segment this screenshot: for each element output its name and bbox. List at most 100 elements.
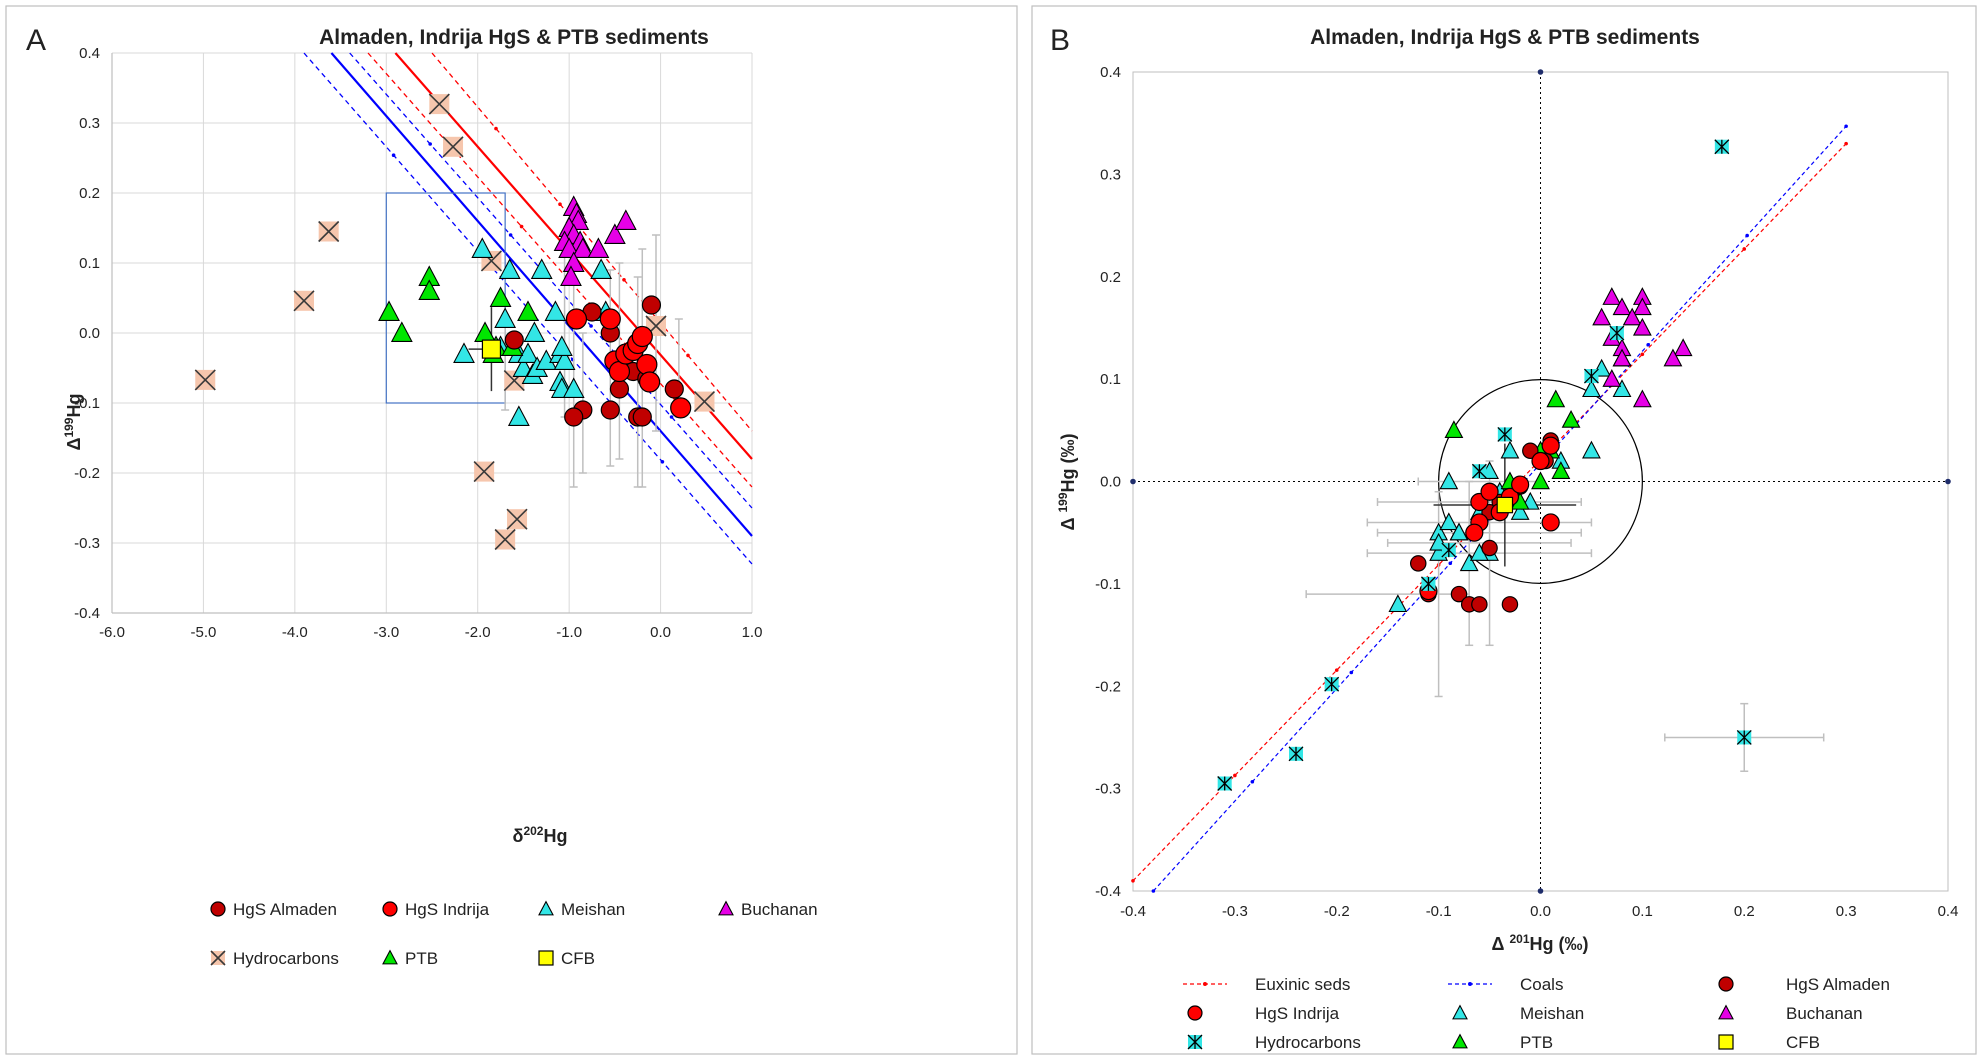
panel-b-line-dot: [1131, 878, 1135, 883]
panel-b-line-dot: [1646, 342, 1650, 347]
panel-a-point-hgs-almaden: [564, 407, 584, 427]
panel-b-point-hgs-indrija: [1465, 523, 1484, 542]
panel-a-line-dot: [686, 353, 690, 358]
panel-a-legend-marker-buchanan: [718, 900, 734, 916]
panel-b-point-buchanan: [1632, 389, 1652, 408]
panel-a-legend-marker-hgs-indrija: [382, 901, 398, 917]
panel-a-line-red-dash-lower: [367, 52, 753, 488]
panel-a-point-ptb: [378, 300, 400, 321]
panel-a-x-axis-label: δ202Hg: [513, 824, 568, 846]
panel-b-point-hgs-indrija: [1541, 436, 1560, 455]
panel-b-point-hydrocarbons-cross: [1420, 576, 1436, 592]
panel-b-point-ptb: [1561, 409, 1581, 428]
panel-b-point-buchanan: [1602, 369, 1622, 387]
panel-a-legend-label: PTB: [405, 949, 438, 968]
panel-b-point-meishan: [1582, 379, 1601, 398]
panel-a-y-tick-label: -0.1: [74, 395, 100, 412]
panel-b-x-tick-label: 0.1: [1632, 903, 1653, 920]
panel-b-point-buchanan: [1612, 297, 1632, 316]
panel-a-point-meishan: [562, 377, 585, 398]
panel-b-line-dot: [1844, 124, 1848, 129]
panel-a-line-dot: [589, 324, 593, 328]
panel-b-line-dot: [1334, 668, 1339, 672]
panel-b-line-dot: [1745, 233, 1749, 238]
panel-b-legend-label: HgS Indrija: [1255, 1004, 1340, 1023]
panel-b-legend-label: Coals: [1520, 975, 1563, 994]
panel-b-y-tick-label: -0.2: [1095, 678, 1121, 695]
panel-a-line-dot: [391, 153, 396, 157]
panel-b-legend-marker-ptb: [1452, 1033, 1468, 1049]
panel-b-point-hydrocarbons-cross: [1471, 463, 1487, 479]
panel-b-y-tick-label: -0.3: [1095, 781, 1121, 798]
panel-b-point-hydrocarbons-cross: [1714, 139, 1730, 155]
panel-b-point-hydrocarbons-cross: [1736, 729, 1752, 745]
panel-b-point-hydrocarbons: [1583, 368, 1599, 384]
panel-b-line-dot: [1448, 561, 1453, 566]
panel-a-title: Almaden, Indrija HgS & PTB sediments: [319, 26, 709, 49]
panel-a-point-meishan: [507, 405, 530, 426]
panel-b-legend-marker-cfb: [1718, 1034, 1734, 1050]
panel-a-x-tick-label: -3.0: [373, 624, 399, 641]
panel-b-point-hydrocarbons: [1217, 776, 1233, 791]
panel-a-point-hgs-indrija: [636, 353, 658, 376]
panel-b-point-hgs-almaden: [1409, 555, 1427, 572]
panel-b-point-hgs-indrija: [1541, 513, 1560, 532]
panel-a-point-hydrocarbons: [428, 93, 450, 115]
panel-a-point-hgs-indrija: [565, 308, 588, 330]
panel-b-point-meishan: [1439, 512, 1459, 531]
panel-b-tick-labels: -0.4 -0.3 -0.2 -0.1 0.0 0.1 0.2 0.3 0.4 -0.4 -0.3 -…: [1095, 64, 1958, 920]
panel-b-point-buchanan: [1673, 338, 1693, 357]
panel-b-point-buchanan: [1612, 348, 1632, 367]
panel-b-plot: -0.4 -0.3 -0.2 -0.1 0.0 0.1 0.2 0.3 0.4 -0.4 -0.3 -…: [1056, 64, 1958, 1052]
panel-a-point-hydrocarbons-cross: [428, 93, 450, 115]
panel-a-point-hgs-indrija: [638, 371, 661, 393]
panel-b-point-hydrocarbons-cross: [1217, 776, 1233, 791]
panel-a-point-hgs-indrija: [670, 397, 692, 419]
panel-b-point-hydrocarbons: [1288, 746, 1304, 762]
panel-b-point-buchanan: [1632, 317, 1652, 336]
panel-a-legend-marker-hydrocarbons: [210, 950, 226, 966]
panel-b-legend-marker-hydrocarbons: [1187, 1034, 1203, 1050]
panel-a-point-hydrocarbons: [293, 290, 315, 312]
panel-a-point-meishan: [553, 349, 576, 370]
panel-b-y-tick-label: 0.4: [1100, 64, 1121, 81]
panel-b-point-hydrocarbons: [1471, 463, 1487, 479]
panel-b-point-ptb: [1551, 461, 1571, 479]
panel-a-x-tick-label: -4.0: [282, 624, 308, 641]
panel-a-point-buchanan: [614, 209, 637, 230]
panel-a-x-tick-label: -1.0: [556, 624, 582, 641]
panel-a-y-tick-label: 0.3: [79, 115, 100, 132]
panel-b-point-hydrocarbons-cross: [1497, 426, 1513, 442]
panel-b-legend-marker-buchanan: [1718, 1004, 1734, 1020]
panel-b-zero-axes: [1130, 69, 1951, 894]
panel-a-point-hgs-almaden: [600, 400, 620, 420]
panel-a-point-meishan: [517, 342, 539, 363]
panel-a-y-tick-label: -0.3: [74, 535, 100, 552]
panel-b-point-meishan: [1510, 502, 1530, 520]
panel-a-line-red-dash-upper: [431, 52, 753, 432]
panel-a-point-meishan: [590, 258, 613, 279]
panel-b-x-axis-label: Δ 201Hg (‰): [1492, 932, 1589, 954]
panel-b-axis-end-dot: [1130, 478, 1136, 485]
panel-a-point-hydrocarbons: [442, 136, 464, 158]
panel-b-point-meishan: [1439, 471, 1459, 490]
panel-a-point-meishan: [523, 321, 546, 342]
panel-a-line-dot: [494, 126, 498, 131]
panel-b-line-dot: [1844, 141, 1848, 146]
panel-b-point-hgs-almaden: [1450, 585, 1468, 603]
panel-a-line-dot: [519, 224, 524, 229]
panel-a-point-hydrocarbons-cross: [194, 369, 216, 391]
panel-a-point-hydrocarbons: [693, 391, 716, 413]
panel-a-x-tick-label: 1.0: [742, 624, 763, 641]
panel-a-y-tick-label: 0.2: [79, 185, 100, 202]
panel-b-y-tick-label: -0.4: [1095, 883, 1121, 900]
panel-b-point-meishan: [1582, 440, 1601, 459]
panel-b-axis-end-dot: [1945, 478, 1951, 485]
panel-a-point-hgs-almaden: [632, 407, 652, 427]
panel-a-point-ptb: [489, 286, 512, 307]
panel-a-frame: [5, 5, 1018, 1055]
panel-a-legend-label: Meishan: [561, 900, 625, 919]
panel-a-line-dot: [428, 142, 432, 146]
panel-a-legend-marker-cfb: [538, 950, 554, 966]
panel-b-x-tick-label: 0.2: [1734, 903, 1755, 920]
